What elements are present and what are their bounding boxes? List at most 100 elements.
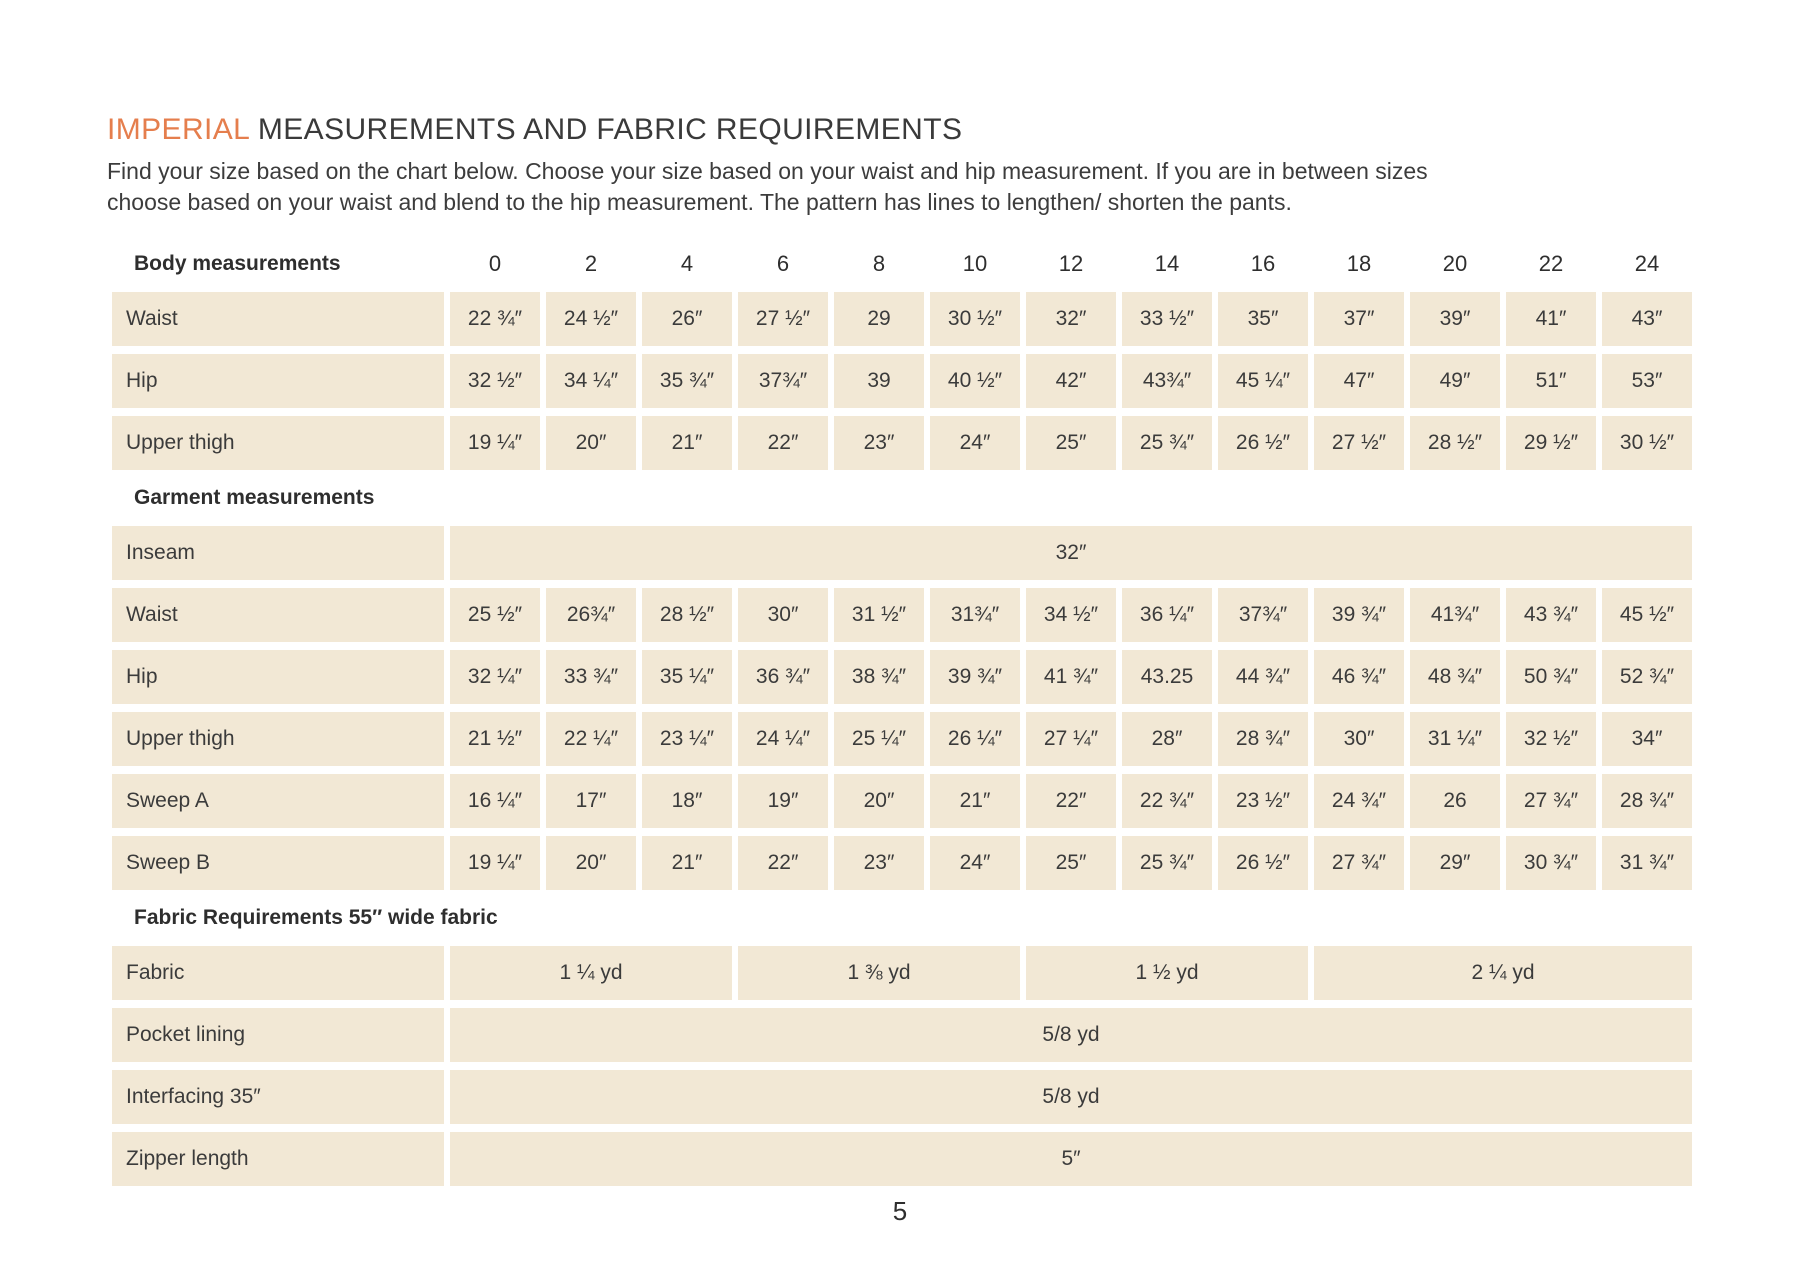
measurement-cell: 34″ (1602, 712, 1692, 766)
measurement-cell: 32 ¼″ (450, 650, 540, 704)
measurement-cell: 40 ½″ (930, 354, 1020, 408)
intro-paragraph: Find your size based on the chart below.… (107, 156, 1707, 218)
measurement-cell: 30″ (738, 588, 828, 642)
measurement-cell: 42″ (1026, 354, 1116, 408)
measurement-cell: 21″ (930, 774, 1020, 828)
measurement-cell: 29 (834, 292, 924, 346)
measurement-cell: 33 ½″ (1122, 292, 1212, 346)
measurement-cell: 23″ (834, 416, 924, 470)
size-column-header: 14 (1154, 251, 1180, 276)
measurement-cell: 45 ¼″ (1218, 354, 1308, 408)
measurement-cell: 37″ (1314, 292, 1404, 346)
measurement-cell: 27 ¾″ (1506, 774, 1596, 828)
measurement-cell: 23 ¼″ (642, 712, 732, 766)
measurement-cell: 29″ (1410, 836, 1500, 890)
measurement-cell: 20″ (546, 416, 636, 470)
size-column-header: 0 (488, 251, 502, 276)
measurement-cell: 25″ (1026, 416, 1116, 470)
measurement-cell: 27 ¼″ (1026, 712, 1116, 766)
size-column-header: 12 (1058, 251, 1084, 276)
measurement-cell: 23 ½″ (1218, 774, 1308, 828)
measurement-cell: 30″ (1314, 712, 1404, 766)
measurement-cell: 50 ¾″ (1506, 650, 1596, 704)
measurement-cell: 21″ (642, 416, 732, 470)
row-label-cell: Upper thigh (112, 416, 444, 470)
measurement-cell: 48 ¾″ (1410, 650, 1500, 704)
row-label-cell: Sweep B (112, 836, 444, 890)
measurement-cell: 30 ½″ (1602, 416, 1692, 470)
measurement-cell: 22″ (1026, 774, 1116, 828)
size-column-header: 20 (1442, 251, 1468, 276)
title-highlight: IMPERIAL (107, 113, 250, 146)
measurement-cell: 43 ¾″ (1506, 588, 1596, 642)
measurement-cell: 25 ¾″ (1122, 836, 1212, 890)
measurement-cell: 26 ¼″ (930, 712, 1020, 766)
measurement-cell: 27 ½″ (1314, 416, 1404, 470)
measurement-cell: 35″ (1218, 292, 1308, 346)
row-label-cell: Upper thigh (112, 712, 444, 766)
merged-value-cell: 5″ (450, 1132, 1692, 1186)
section-label: Body measurements (134, 252, 341, 275)
measurement-cell: 52 ¾″ (1602, 650, 1692, 704)
measurement-cell: 19 ¼″ (450, 416, 540, 470)
fabric-group-cell: 1 ½ yd (1026, 946, 1308, 1000)
size-column-header: 18 (1346, 251, 1372, 276)
measurement-cell: 47″ (1314, 354, 1404, 408)
row-label-cell: Zipper length (112, 1132, 444, 1186)
measurement-cell: 24″ (930, 416, 1020, 470)
measurement-cell: 21″ (642, 836, 732, 890)
measurement-cell: 33 ¾″ (546, 650, 636, 704)
size-column-header: 8 (872, 251, 886, 276)
measurement-cell: 26 ½″ (1218, 416, 1308, 470)
measurement-cell: 22 ¼″ (546, 712, 636, 766)
measurement-cell: 24 ¾″ (1314, 774, 1404, 828)
measurement-cell: 19″ (738, 774, 828, 828)
measurement-cell: 46 ¾″ (1314, 650, 1404, 704)
measurement-cell: 25 ¾″ (1122, 416, 1212, 470)
measurement-cell: 31 ¾″ (1602, 836, 1692, 890)
page-title: IMPERIAL MEASUREMENTS AND FABRIC REQUIRE… (107, 112, 1707, 148)
measurement-cell: 45 ½″ (1602, 588, 1692, 642)
fabric-group-cell: 1 ⅜ yd (738, 946, 1020, 1000)
measurement-cell: 35 ¼″ (642, 650, 732, 704)
measurement-cell: 19 ¼″ (450, 836, 540, 890)
measurement-cell: 34 ½″ (1026, 588, 1116, 642)
measurement-cell: 29 ½″ (1506, 416, 1596, 470)
measurement-cell: 39 (834, 354, 924, 408)
measurement-cell: 20″ (546, 836, 636, 890)
measurement-cell: 35 ¾″ (642, 354, 732, 408)
size-column-header: 10 (962, 251, 988, 276)
row-label-cell: Interfacing 35″ (112, 1070, 444, 1124)
measurement-cell: 23″ (834, 836, 924, 890)
measurement-cell: 20″ (834, 774, 924, 828)
row-label-cell: Inseam (112, 526, 444, 580)
fabric-group-cell: 1 ¼ yd (450, 946, 732, 1000)
merged-value-cell: 5/8 yd (450, 1008, 1692, 1062)
measurement-cell: 31 ½″ (834, 588, 924, 642)
measurement-cell: 28 ½″ (642, 588, 732, 642)
measurement-cell: 24″ (930, 836, 1020, 890)
measurement-cell: 26″ (642, 292, 732, 346)
row-label-cell: Hip (112, 354, 444, 408)
measurement-cell: 51″ (1506, 354, 1596, 408)
size-column-header: 24 (1634, 251, 1660, 276)
measurement-cell: 28 ¾″ (1602, 774, 1692, 828)
measurement-cell: 30 ½″ (930, 292, 1020, 346)
title-rest: MEASUREMENTS AND FABRIC REQUIREMENTS (249, 113, 963, 146)
measurement-cell: 37¾″ (1218, 588, 1308, 642)
measurement-cell: 32 ½″ (1506, 712, 1596, 766)
measurement-cell: 44 ¾″ (1218, 650, 1308, 704)
size-column-header: 22 (1538, 251, 1564, 276)
row-label-cell: Sweep A (112, 774, 444, 828)
measurement-cell: 38 ¾″ (834, 650, 924, 704)
measurement-cell: 28″ (1122, 712, 1212, 766)
measurement-cell: 39″ (1410, 292, 1500, 346)
measurement-cell: 41″ (1506, 292, 1596, 346)
fabric-group-cell: 2 ¼ yd (1314, 946, 1692, 1000)
measurement-cell: 32″ (1026, 292, 1116, 346)
measurement-cell: 32 ½″ (450, 354, 540, 408)
intro-line-1: Find your size based on the chart below.… (107, 158, 1428, 184)
row-label-cell: Fabric (112, 946, 444, 1000)
intro-line-2: choose based on your waist and blend to … (107, 189, 1292, 215)
measurement-cell: 34 ¼″ (546, 354, 636, 408)
